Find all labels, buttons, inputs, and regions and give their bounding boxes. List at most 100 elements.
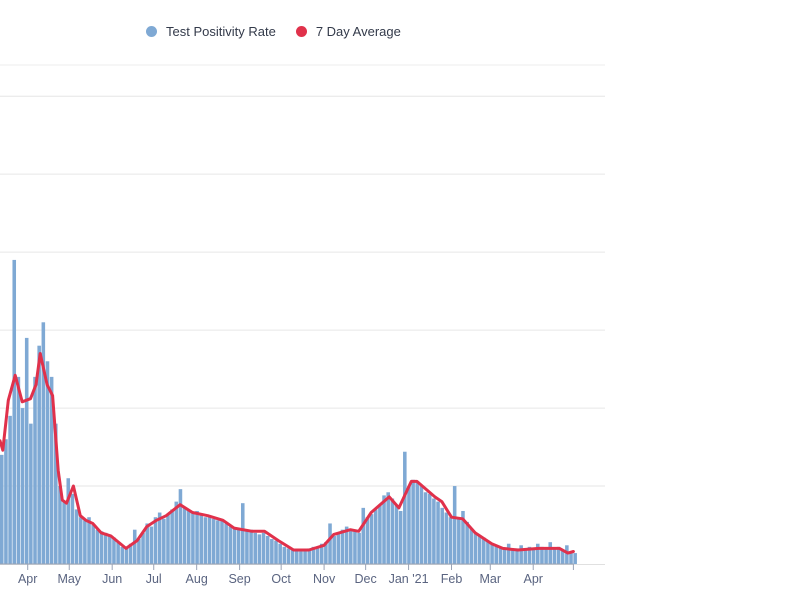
bar xyxy=(369,514,374,564)
bar xyxy=(120,546,125,564)
bar xyxy=(265,535,270,564)
bar xyxy=(506,543,511,564)
bar xyxy=(62,501,66,564)
bar xyxy=(240,503,245,564)
bar xyxy=(224,523,228,564)
bar xyxy=(37,345,41,564)
bar xyxy=(178,489,183,564)
bar xyxy=(137,539,141,564)
bar xyxy=(344,526,349,564)
bar xyxy=(191,512,195,564)
bar xyxy=(186,510,191,564)
bar xyxy=(477,535,482,564)
bar xyxy=(569,551,573,564)
bar xyxy=(481,537,486,564)
x-tick-label: Nov xyxy=(313,572,336,586)
bar xyxy=(340,529,345,564)
bar xyxy=(290,549,295,564)
bar xyxy=(257,534,262,564)
bar xyxy=(261,532,266,564)
bar xyxy=(236,529,241,564)
bar xyxy=(457,518,461,564)
bar xyxy=(220,520,224,564)
line-7-day-average xyxy=(0,352,575,555)
bar xyxy=(157,512,162,564)
bar xyxy=(398,510,403,564)
bar xyxy=(182,507,187,564)
bar xyxy=(382,495,386,564)
bar xyxy=(349,529,353,564)
bar xyxy=(207,515,212,564)
bar xyxy=(440,507,444,564)
bar xyxy=(195,510,199,564)
bar xyxy=(20,408,25,564)
bar xyxy=(0,454,4,564)
bar xyxy=(448,517,453,564)
bar xyxy=(423,492,428,564)
bar xyxy=(432,498,436,564)
bar xyxy=(515,548,519,564)
bar xyxy=(33,376,37,564)
bar xyxy=(473,532,478,564)
bar xyxy=(232,528,237,564)
bar xyxy=(373,509,378,564)
bar xyxy=(452,486,457,564)
bar xyxy=(16,376,21,564)
bar xyxy=(103,532,108,564)
bar xyxy=(556,546,561,564)
bar xyxy=(166,514,170,564)
bar xyxy=(565,545,569,564)
x-tick-label: Feb xyxy=(441,572,463,586)
bar xyxy=(411,479,415,564)
x-tick-label: Apr xyxy=(18,572,37,586)
bar xyxy=(54,423,58,564)
legend-item-7-day-average[interactable]: 7 Day Average xyxy=(295,24,401,39)
bar xyxy=(29,423,33,564)
bar xyxy=(141,532,145,564)
bar xyxy=(99,531,104,564)
bar xyxy=(112,537,116,564)
bar xyxy=(436,501,440,564)
bar xyxy=(299,551,303,564)
bar xyxy=(319,543,324,564)
bar xyxy=(66,478,71,564)
bar xyxy=(87,517,91,564)
bar xyxy=(128,543,133,564)
x-tick-label: Oct xyxy=(271,572,291,586)
bar xyxy=(490,543,494,564)
bar xyxy=(278,543,282,564)
bar xyxy=(328,523,332,564)
bar xyxy=(145,523,149,564)
bar xyxy=(228,526,233,564)
bar xyxy=(415,481,420,564)
bar xyxy=(211,518,216,564)
bar xyxy=(203,517,208,564)
bar xyxy=(394,504,399,564)
bar xyxy=(295,549,299,564)
bar xyxy=(365,517,370,564)
bar xyxy=(249,529,253,564)
bar xyxy=(286,548,291,564)
red-circle-icon xyxy=(295,26,307,37)
bar xyxy=(162,518,166,564)
x-tick-label: Jan '21 xyxy=(389,572,429,586)
bar xyxy=(12,259,17,564)
bar xyxy=(390,498,395,564)
bar xyxy=(116,542,120,564)
legend-label: 7 Day Average xyxy=(315,24,401,39)
bar xyxy=(132,529,137,564)
bar xyxy=(540,546,544,564)
legend-item-test-positivity[interactable]: Test Positivity Rate xyxy=(146,24,276,39)
bar xyxy=(49,376,54,564)
bar xyxy=(403,451,407,564)
x-tick-label: Sep xyxy=(228,572,250,586)
bar xyxy=(91,525,95,564)
bar xyxy=(216,520,220,564)
bar xyxy=(45,361,50,564)
bar xyxy=(498,546,503,564)
bar xyxy=(531,548,536,564)
bar xyxy=(465,521,469,564)
bar xyxy=(270,539,274,564)
bar xyxy=(8,415,12,564)
bar xyxy=(24,337,29,564)
